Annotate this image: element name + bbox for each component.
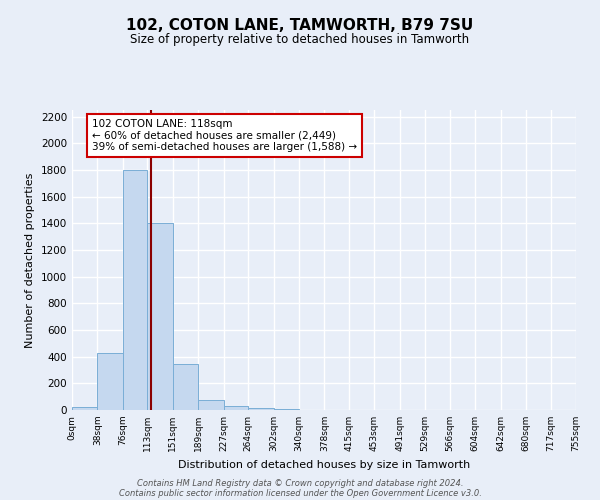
Text: Contains HM Land Registry data © Crown copyright and database right 2024.: Contains HM Land Registry data © Crown c… (137, 478, 463, 488)
Text: 102, COTON LANE, TAMWORTH, B79 7SU: 102, COTON LANE, TAMWORTH, B79 7SU (127, 18, 473, 32)
Bar (224, 406, 248, 410)
Bar (248, 408, 274, 410)
Bar (123, 170, 148, 410)
Bar (97, 354, 123, 410)
Text: Size of property relative to detached houses in Tamworth: Size of property relative to detached ho… (130, 32, 470, 46)
Bar (198, 400, 224, 410)
Y-axis label: Number of detached properties: Number of detached properties (25, 172, 35, 348)
X-axis label: Distribution of detached houses by size in Tamworth: Distribution of detached houses by size … (178, 460, 470, 469)
Text: Contains public sector information licensed under the Open Government Licence v3: Contains public sector information licen… (119, 488, 481, 498)
Bar (72, 408, 97, 410)
Text: 102 COTON LANE: 118sqm
← 60% of detached houses are smaller (2,449)
39% of semi-: 102 COTON LANE: 118sqm ← 60% of detached… (92, 119, 357, 152)
Bar (148, 224, 173, 410)
Bar (173, 364, 198, 410)
